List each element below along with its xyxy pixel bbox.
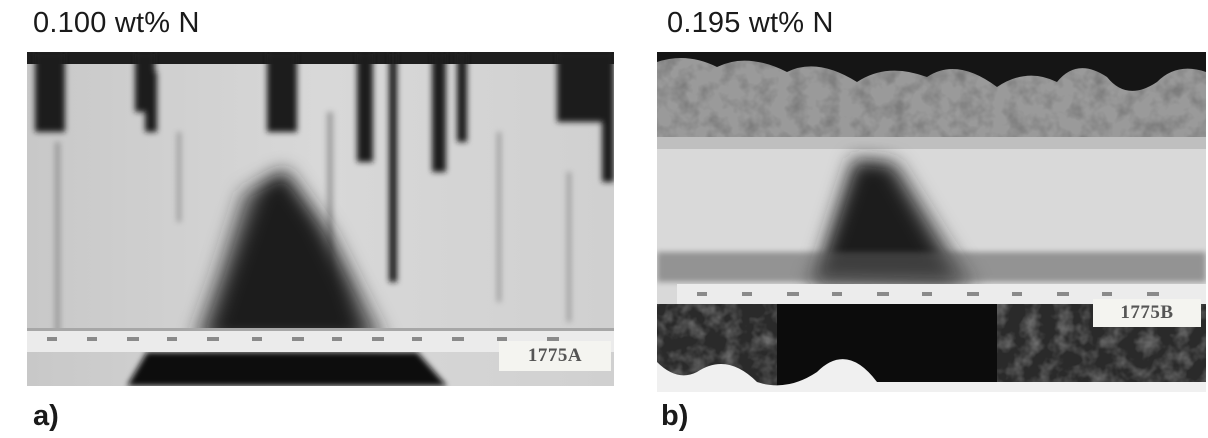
micrograph-b: 1775B: [657, 52, 1206, 392]
specimen-label-b: 1775B: [1093, 299, 1201, 327]
panel-a-title: 0.100 wt% N: [33, 7, 200, 39]
micrograph-a-graphic: [27, 52, 614, 386]
specimen-label-a: 1775A: [499, 341, 611, 371]
panel-b-label: b): [661, 400, 689, 432]
panel-b-title: 0.195 wt% N: [667, 7, 834, 39]
micrograph-a: 1775A: [27, 52, 614, 386]
panel-a-label: a): [33, 400, 59, 432]
micrograph-b-graphic: [657, 52, 1206, 392]
